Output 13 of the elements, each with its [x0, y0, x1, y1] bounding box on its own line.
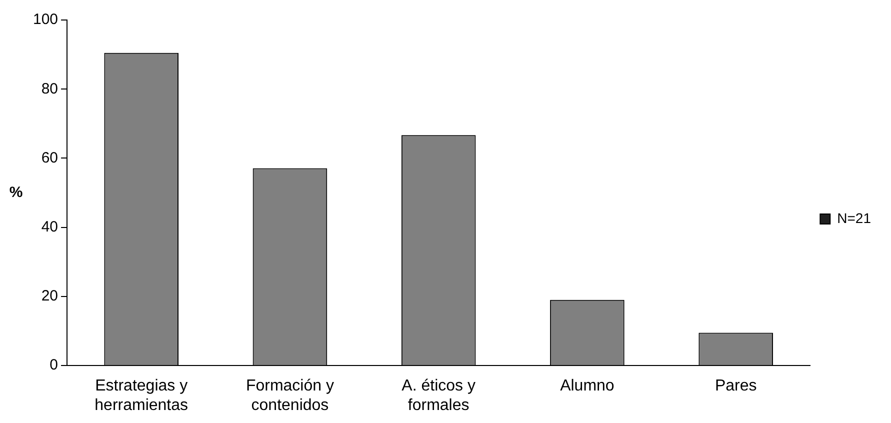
y-tick-label: 60 — [41, 149, 58, 166]
x-tick-label: A. éticos y formales — [402, 378, 476, 414]
x-tick-label: Formación y contenidos — [246, 378, 334, 414]
y-axis-title: % — [9, 184, 23, 201]
x-tick-label: Pares — [714, 378, 757, 395]
y-tick-label: 40 — [41, 218, 58, 236]
y-tick-label: 0 — [50, 356, 58, 374]
legend-label: N=21 — [837, 210, 872, 226]
x-tick-label: Estrategias y herramientas — [94, 378, 188, 414]
y-tick-label: 100 — [32, 11, 58, 28]
x-tick-label: Alumno — [560, 378, 614, 395]
y-tick-label: 20 — [41, 288, 58, 305]
y-tick-label: 80 — [41, 80, 58, 98]
